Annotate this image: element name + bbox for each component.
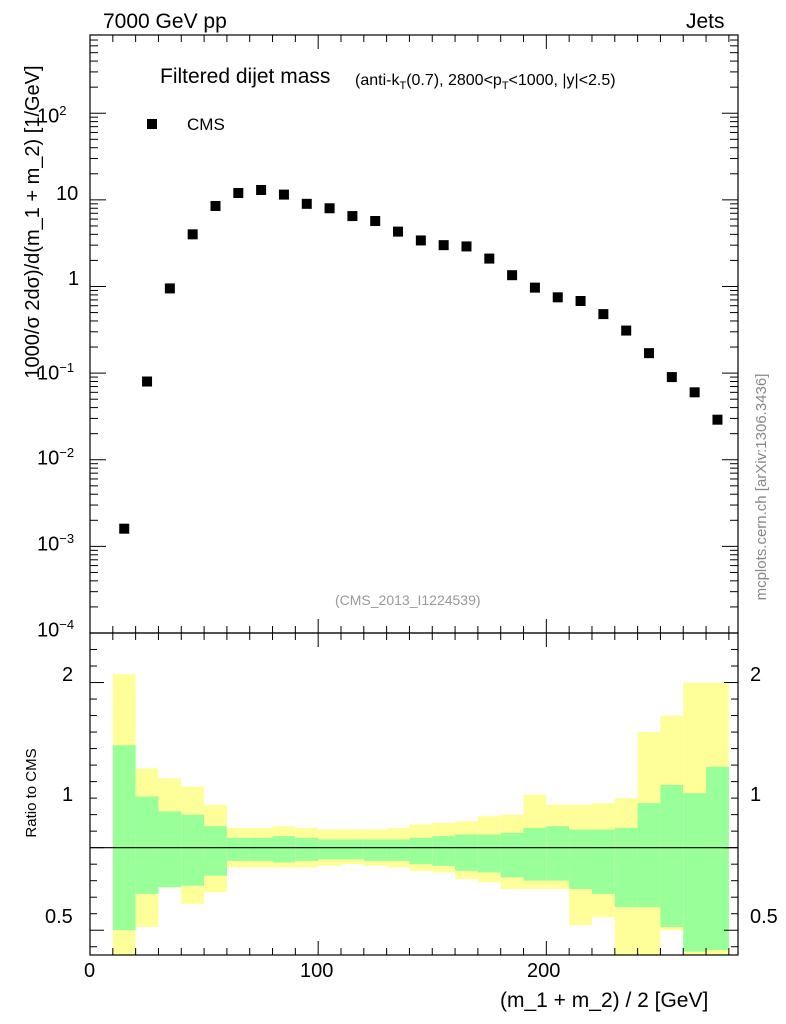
data-point [233, 188, 244, 199]
ytick-label: 102 [37, 103, 67, 128]
ratio-ytick-label: 1 [62, 784, 74, 806]
xtick-label: 200 [527, 960, 561, 982]
chart-title: Filtered dijet mass [160, 65, 331, 88]
inner-band-bin [591, 829, 615, 894]
ratio-plot-frame [89, 632, 739, 956]
data-point [393, 226, 404, 237]
inner-band-bin [363, 839, 387, 861]
data-point [164, 283, 175, 294]
inner-band-bin [204, 826, 227, 876]
analysis-watermark: (CMS_2013_I1224539) [335, 592, 481, 608]
legend-marker [147, 119, 157, 129]
inner-band-bin [181, 814, 205, 886]
xtick-label: 0 [84, 960, 96, 982]
data-point [301, 198, 312, 209]
inner-band-bin [272, 836, 296, 863]
data-point [210, 200, 221, 211]
ytick-label: 1 [68, 268, 80, 290]
data-point [666, 372, 677, 383]
ratio-ytick-label-right: 1 [750, 784, 762, 806]
header-left: 7000 GeV pp [103, 10, 227, 33]
data-point [712, 414, 723, 425]
data-point [119, 523, 130, 534]
inner-band-bin [683, 793, 707, 952]
y-axis-label-ratio: Ratio to CMS [23, 748, 40, 838]
inner-band-bin [135, 796, 159, 894]
ratio-ytick-label: 2 [62, 664, 74, 686]
inner-band-bin [158, 811, 182, 888]
chart-subtitle: (anti-kT(0.7), 2800<pT<1000, |y|<2.5) [355, 72, 616, 93]
ratio-ytick-label: 0.5 [45, 906, 73, 928]
data-point [278, 189, 289, 200]
inner-band-bin [477, 834, 501, 873]
ytick-label: 10−4 [37, 617, 75, 642]
data-point [575, 295, 586, 306]
data-point [438, 240, 449, 251]
ytick-label: 10−1 [37, 360, 75, 385]
data-point [142, 376, 153, 387]
inner-band-bin [295, 837, 319, 861]
inner-band-bin [340, 839, 364, 860]
inner-band-bin [432, 836, 456, 866]
header-right: Jets [686, 10, 725, 33]
inner-band-bin [500, 832, 524, 878]
ratio-uncertainty-bands [112, 674, 729, 955]
xtick-label: 100 [300, 960, 334, 982]
ratio-ytick-label-right: 2 [750, 664, 762, 686]
data-point [621, 325, 632, 336]
data-point [324, 203, 335, 214]
data-point [598, 309, 609, 320]
cms-data-markers [119, 184, 723, 534]
data-point [529, 282, 540, 293]
data-point [644, 348, 655, 359]
inner-band-bin [112, 745, 136, 931]
x-axis-label: (m_1 + m_2) / 2 [GeV] [500, 989, 709, 1012]
inner-band-bin [614, 827, 638, 908]
inner-band-bin [569, 829, 592, 889]
data-point [507, 270, 518, 281]
inner-band-bin [386, 839, 410, 861]
side-note: mcplots.cern.ch [arXiv:1306.3436] [753, 373, 770, 601]
data-point [187, 229, 198, 240]
axis-ticks [89, 34, 738, 955]
inner-band-bin [409, 837, 433, 865]
inner-band-bin [546, 826, 570, 881]
ratio-ytick-label-right: 0.5 [750, 906, 778, 928]
data-point [689, 387, 700, 398]
y-axis-label-main: 1000/σ 2dσ)/d(m_1 + m_2) [1/GeV] [22, 65, 44, 379]
data-point [256, 184, 267, 195]
inner-band-bin [318, 839, 341, 860]
ytick-label: 10 [56, 183, 79, 205]
ytick-label: 10−2 [37, 445, 75, 470]
data-point [484, 253, 495, 264]
data-point [370, 216, 381, 227]
inner-band-bin [249, 837, 273, 861]
ytick-label: 10−3 [37, 531, 75, 556]
inner-band-bin [706, 766, 729, 951]
legend-label-cms: CMS [187, 115, 225, 134]
data-point [347, 211, 358, 222]
inner-band-bin [226, 837, 250, 861]
inner-band-bin [660, 784, 684, 927]
inner-band-bin [455, 834, 478, 871]
data-point [415, 235, 426, 246]
data-point [461, 241, 472, 252]
inner-band-bin [523, 827, 547, 881]
inner-band-bin [637, 803, 661, 908]
data-point [552, 292, 563, 303]
